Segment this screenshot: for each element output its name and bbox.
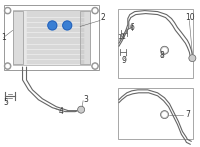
Circle shape [92, 63, 98, 69]
Circle shape [4, 7, 11, 14]
Circle shape [92, 7, 98, 14]
Bar [4, 5, 99, 70]
Bar [13, 10, 90, 65]
Circle shape [6, 9, 9, 12]
Text: 5: 5 [4, 98, 9, 107]
Circle shape [4, 63, 11, 69]
Text: 11: 11 [117, 34, 126, 40]
Circle shape [163, 113, 167, 117]
Text: 8: 8 [160, 51, 164, 60]
Circle shape [63, 21, 72, 30]
Text: 3: 3 [83, 95, 88, 104]
Circle shape [163, 48, 167, 52]
Circle shape [161, 46, 169, 54]
Circle shape [94, 9, 97, 12]
Circle shape [78, 106, 85, 113]
Text: 1: 1 [1, 33, 6, 42]
Text: 9: 9 [122, 56, 127, 65]
Bar [80, 11, 90, 64]
Circle shape [161, 111, 169, 119]
Circle shape [6, 65, 9, 68]
Text: 7: 7 [185, 110, 190, 119]
Text: 6: 6 [130, 23, 135, 32]
Circle shape [48, 21, 57, 30]
Circle shape [189, 55, 196, 62]
Bar [118, 9, 193, 78]
Bar [118, 88, 193, 139]
Text: 10: 10 [185, 13, 195, 22]
Text: 4: 4 [58, 107, 63, 116]
Text: 2: 2 [101, 13, 106, 22]
Circle shape [94, 65, 97, 68]
Bar [13, 11, 23, 64]
